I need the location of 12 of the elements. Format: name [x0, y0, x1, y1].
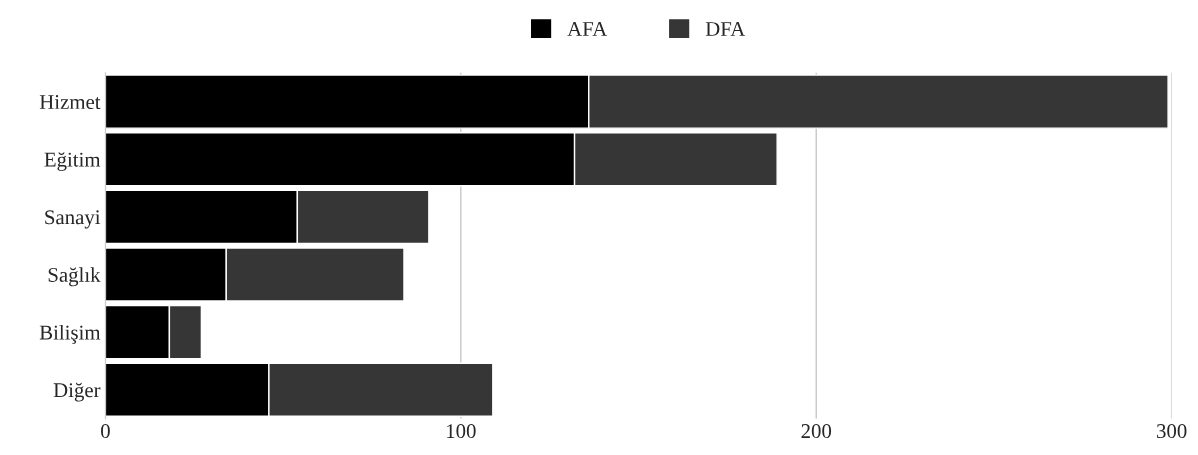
x-tick-label: 300	[1157, 424, 1187, 439]
y-tick-label: Sağlık	[48, 267, 101, 287]
x-tick-label: 0	[101, 424, 110, 439]
legend-label: DFA	[705, 22, 746, 36]
y-tick-label: Diğer	[53, 382, 101, 402]
y-tick-label: Bilişim	[39, 324, 101, 344]
y-tick-label: Eğitim	[44, 152, 101, 171]
x-tick-label: 100	[447, 424, 476, 439]
legend-label: AFA	[567, 22, 608, 36]
y-tick-label: Sanayi	[45, 210, 101, 229]
x-tick-label: 200	[801, 424, 832, 439]
y-tick-label: Hizmet	[39, 95, 101, 110]
